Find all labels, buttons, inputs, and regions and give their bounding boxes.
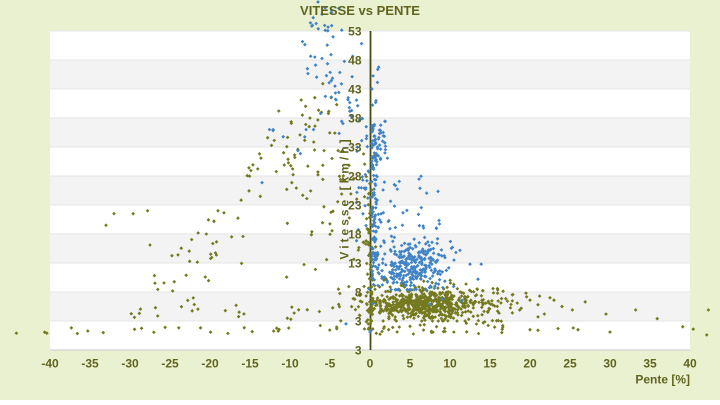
svg-text:30: 30 — [603, 357, 617, 371]
svg-text:Pente [%]: Pente [%] — [635, 373, 690, 387]
svg-text:48: 48 — [348, 54, 362, 68]
svg-text:38: 38 — [348, 112, 362, 126]
svg-text:-40: -40 — [41, 357, 59, 371]
svg-text:40: 40 — [683, 357, 697, 371]
svg-text:3: 3 — [355, 315, 362, 329]
svg-text:-20: -20 — [201, 357, 219, 371]
svg-text:5: 5 — [407, 357, 414, 371]
svg-text:23: 23 — [348, 199, 362, 213]
svg-text:28: 28 — [348, 170, 362, 184]
svg-text:10: 10 — [443, 357, 457, 371]
svg-text:43: 43 — [348, 83, 362, 97]
svg-text:8: 8 — [355, 286, 362, 300]
svg-text:0: 0 — [367, 357, 374, 371]
svg-text:33: 33 — [348, 141, 362, 155]
svg-text:35: 35 — [643, 357, 657, 371]
svg-text:-30: -30 — [121, 357, 139, 371]
svg-text:15: 15 — [483, 357, 497, 371]
svg-text:VITESSE vs PENTE: VITESSE vs PENTE — [300, 3, 420, 18]
svg-text:20: 20 — [523, 357, 537, 371]
svg-text:3: 3 — [355, 344, 362, 358]
svg-text:-10: -10 — [281, 357, 299, 371]
svg-text:Vitesse [km/h]: Vitesse [km/h] — [338, 136, 352, 259]
svg-text:-35: -35 — [81, 357, 99, 371]
svg-text:-15: -15 — [241, 357, 259, 371]
svg-text:-25: -25 — [161, 357, 179, 371]
svg-text:13: 13 — [348, 257, 362, 271]
svg-text:53: 53 — [348, 25, 362, 39]
svg-text:18: 18 — [348, 228, 362, 242]
svg-text:25: 25 — [563, 357, 577, 371]
svg-text:-5: -5 — [325, 357, 336, 371]
